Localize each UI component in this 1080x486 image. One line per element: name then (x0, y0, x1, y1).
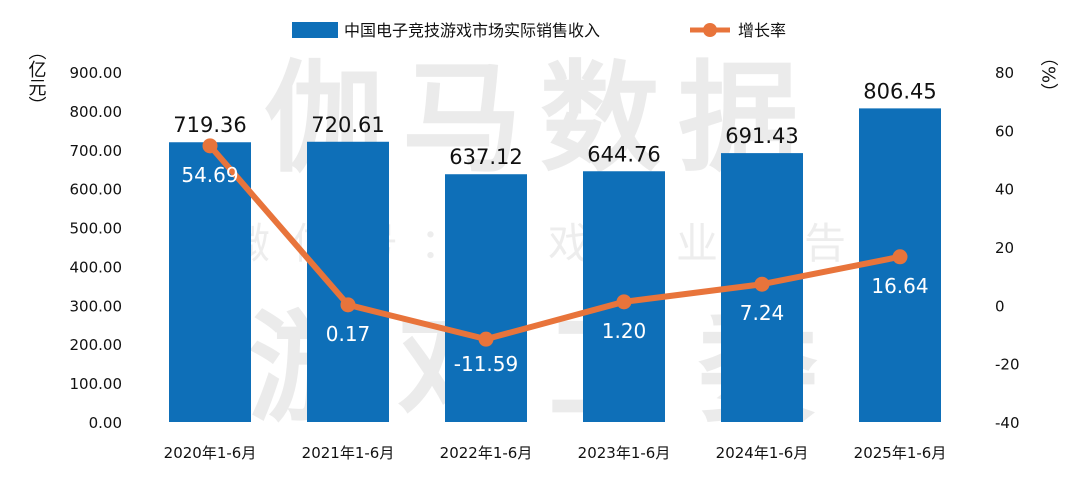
left-y-tick-label: 0.00 (89, 414, 122, 432)
right-y-tick-label: -40 (995, 414, 1020, 432)
x-tick-label: 2024年1-6月 (716, 444, 809, 462)
growth-rate-point (340, 297, 356, 313)
left-y-tick-label: 900.00 (70, 64, 123, 82)
x-tick-label: 2020年1-6月 (164, 444, 257, 462)
legend-line-label: 增长率 (738, 21, 786, 40)
legend-bar-label: 中国电子竞技游戏市场实际销售收入 (344, 21, 600, 40)
growth-rate-label: 0.17 (326, 322, 371, 346)
bar (169, 142, 251, 422)
bar-value-label: 719.36 (173, 113, 246, 137)
legend-bar-swatch (292, 22, 338, 38)
left-y-axis: 0.00 100.00 200.00 300.00 400.00 500.00 600.00… (70, 64, 123, 432)
x-tick-label: 2022年1-6月 (440, 444, 533, 462)
growth-rate-point (754, 276, 770, 292)
left-y-tick-label: 200.00 (70, 336, 123, 354)
bar-value-label: 806.45 (863, 79, 936, 103)
left-axis-unit-text: （亿元） (26, 42, 47, 114)
x-tick-label: 2025年1-6月 (854, 444, 947, 462)
left-y-tick-label: 300.00 (70, 297, 123, 315)
growth-rate-label: 16.64 (871, 274, 928, 298)
right-y-tick-label: 60 (995, 122, 1014, 140)
right-y-tick-label: -20 (995, 356, 1020, 374)
data-labels: 719.36 720.61 637.12 644.76 691.43 806.45 54.6… (173, 79, 936, 376)
right-axis-unit-text: （%） (1038, 48, 1059, 101)
growth-rate-label: 7.24 (740, 301, 785, 325)
growth-rate-line (207, 142, 903, 343)
growth-rate-label: -11.59 (454, 352, 518, 376)
x-axis: 2020年1-6月 2021年1-6月 2022年1-6月 2023年1-6月 2024… (164, 444, 947, 462)
legend: 中国电子竞技游戏市场实际销售收入 增长率 (292, 21, 786, 40)
growth-rate-point (478, 331, 494, 347)
bar-value-label: 644.76 (587, 142, 660, 166)
bar-value-label: 720.61 (311, 113, 384, 137)
bar-value-label: 637.12 (449, 145, 522, 169)
growth-rate-label: 54.69 (181, 163, 238, 187)
bar-value-label: 691.43 (725, 124, 798, 148)
left-y-tick-label: 500.00 (70, 220, 123, 238)
left-y-tick-label: 800.00 (70, 103, 123, 121)
line-series (202, 138, 908, 347)
x-tick-label: 2023年1-6月 (578, 444, 671, 462)
bar (307, 141, 389, 423)
growth-rate-point (202, 138, 218, 154)
right-y-tick-label: 0 (995, 297, 1005, 315)
growth-rate-point (616, 294, 632, 310)
left-y-tick-label: 600.00 (70, 181, 123, 199)
x-tick-label: 2021年1-6月 (302, 444, 395, 462)
growth-rate-point (892, 249, 908, 265)
bar (445, 174, 527, 422)
left-y-tick-label: 700.00 (70, 142, 123, 160)
right-y-tick-label: 80 (995, 64, 1014, 82)
right-y-tick-label: 40 (995, 181, 1014, 199)
legend-line-marker (703, 23, 717, 37)
right-y-tick-label: 20 (995, 239, 1014, 257)
right-y-axis: -40 -20 0 20 40 60 80 (995, 64, 1020, 432)
right-axis-unit: （%） (1038, 48, 1059, 101)
left-y-tick-label: 400.00 (70, 258, 123, 276)
growth-rate-label: 1.20 (602, 319, 647, 343)
bar-series (169, 108, 941, 423)
left-axis-unit: （亿元） (26, 42, 47, 114)
left-y-tick-label: 100.00 (70, 375, 123, 393)
